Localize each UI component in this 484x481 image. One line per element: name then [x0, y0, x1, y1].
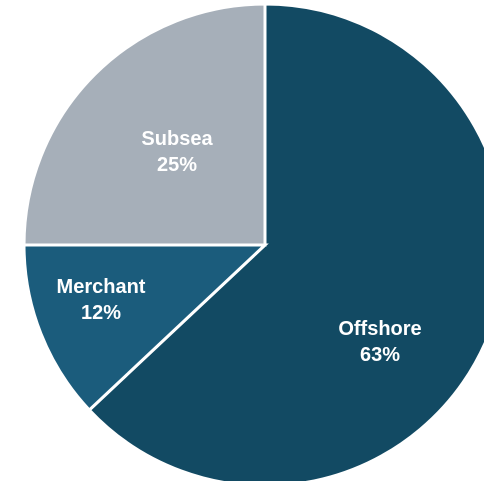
pie-labels: Offshore 63% Merchant 12% Subsea 25%	[57, 128, 422, 366]
pie-slices	[22, 2, 484, 481]
slice-merchant	[22, 243, 269, 413]
slice-value-offshore: 63%	[360, 344, 400, 366]
slice-label-merchant: Merchant	[57, 276, 146, 298]
slice-subsea	[22, 2, 267, 247]
slice-offshore	[87, 2, 484, 481]
slice-value-merchant: 12%	[81, 302, 121, 324]
slice-value-subsea: 25%	[157, 154, 197, 176]
slice-label-offshore: Offshore	[338, 318, 421, 340]
slice-label-subsea: Subsea	[141, 128, 213, 150]
